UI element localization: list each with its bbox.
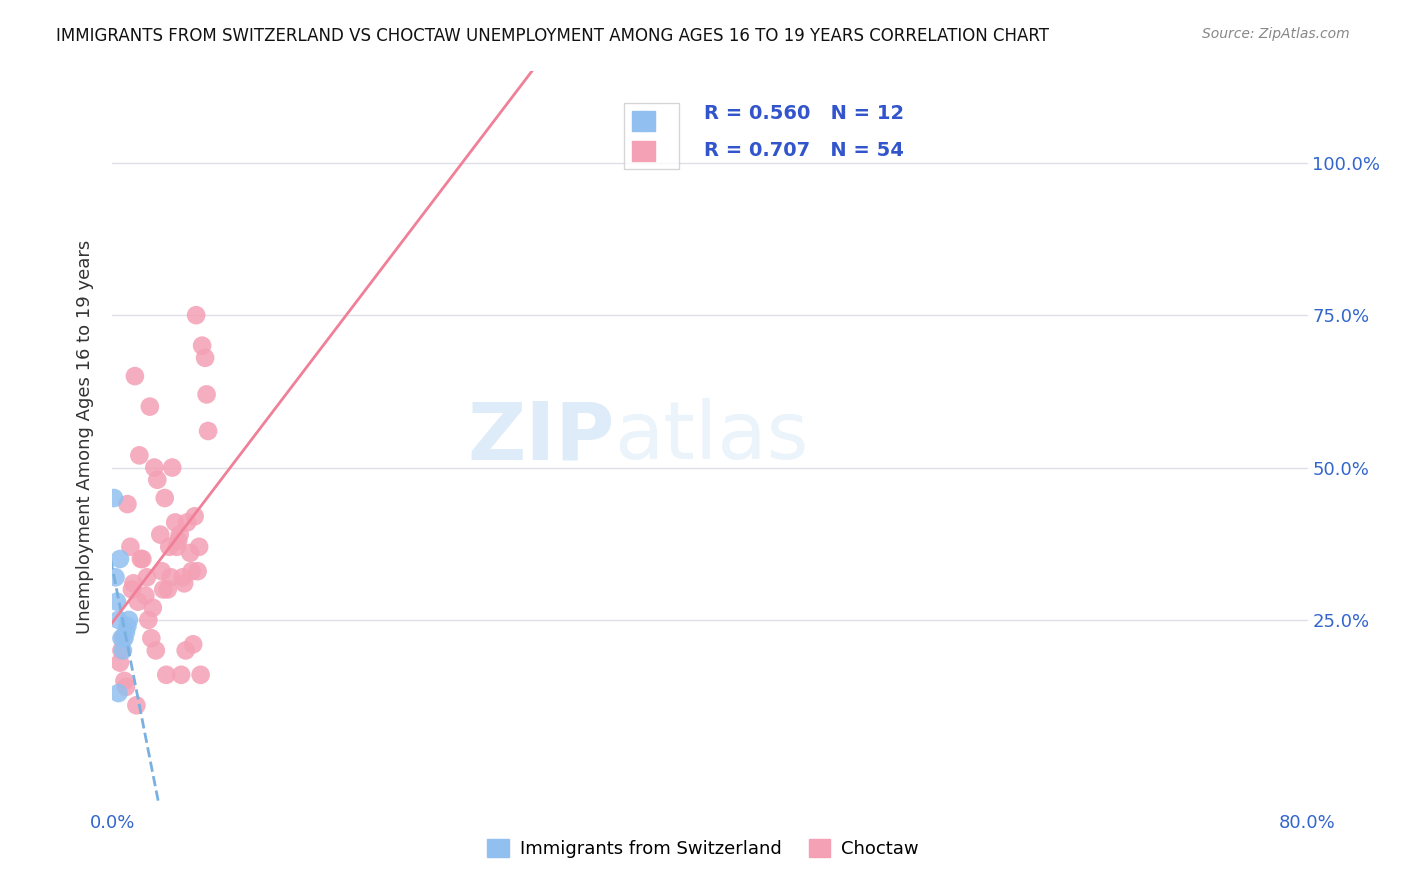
Point [117, 619, 139, 633]
Point [107, 686, 129, 700]
Point [121, 582, 143, 597]
Point [128, 448, 150, 462]
Point [188, 540, 211, 554]
Point [159, 570, 181, 584]
Text: R = 0.560   N = 12: R = 0.560 N = 12 [704, 104, 904, 123]
Point [169, 527, 191, 541]
Point [166, 540, 188, 554]
Point [195, 387, 218, 401]
Point [129, 552, 152, 566]
Point [131, 552, 153, 566]
Point [153, 491, 176, 505]
Point [108, 552, 131, 566]
Point [127, 594, 149, 608]
Text: R = 0.707   N = 54: R = 0.707 N = 54 [704, 141, 904, 160]
Point [179, 546, 201, 560]
Point [150, 564, 173, 578]
Point [110, 632, 132, 646]
Point [105, 594, 128, 608]
Point [173, 576, 195, 591]
Point [111, 632, 134, 646]
Point [124, 369, 146, 384]
Text: Source: ZipAtlas.com: Source: ZipAtlas.com [1202, 27, 1350, 41]
Point [110, 643, 132, 657]
Text: atlas: atlas [614, 398, 808, 476]
Point [118, 613, 141, 627]
Point [115, 680, 138, 694]
Point [190, 667, 212, 681]
Point [174, 643, 197, 657]
Legend: Immigrants from Switzerland, Choctaw: Immigrants from Switzerland, Choctaw [479, 831, 927, 865]
Point [167, 533, 190, 548]
Point [103, 491, 125, 505]
Point [107, 613, 129, 627]
Point [141, 632, 163, 646]
Point [104, 570, 127, 584]
Text: IMMIGRANTS FROM SWITZERLAND VS CHOCTAW UNEMPLOYMENT AMONG AGES 16 TO 19 YEARS CO: IMMIGRANTS FROM SWITZERLAND VS CHOCTAW U… [56, 27, 1049, 45]
Point [191, 338, 214, 352]
Point [181, 637, 204, 651]
Point [139, 400, 162, 414]
Point [125, 698, 148, 713]
Point [165, 516, 187, 530]
Point [186, 308, 208, 322]
Point [180, 564, 202, 578]
Point [143, 460, 166, 475]
Point [187, 564, 209, 578]
Point [120, 540, 142, 554]
Point [152, 582, 174, 597]
Point [114, 673, 135, 688]
Point [157, 540, 180, 554]
Point [111, 643, 134, 657]
Point [108, 656, 131, 670]
Point [149, 527, 172, 541]
Point [170, 667, 193, 681]
Point [162, 460, 183, 475]
Point [172, 570, 194, 584]
Point [156, 582, 179, 597]
Point [197, 424, 219, 438]
Point [155, 667, 177, 681]
Point [134, 589, 156, 603]
Point [146, 473, 169, 487]
Point [142, 600, 165, 615]
Point [145, 643, 167, 657]
Point [114, 632, 135, 646]
Point [176, 516, 198, 530]
Point [138, 613, 160, 627]
Point [194, 351, 217, 365]
Point [117, 497, 139, 511]
Point [115, 625, 138, 640]
Text: ZIP: ZIP [467, 398, 614, 476]
Point [183, 509, 205, 524]
Point [135, 570, 157, 584]
Y-axis label: Unemployment Among Ages 16 to 19 years: Unemployment Among Ages 16 to 19 years [76, 240, 94, 634]
Legend: , : , [624, 103, 679, 169]
Point [122, 576, 145, 591]
